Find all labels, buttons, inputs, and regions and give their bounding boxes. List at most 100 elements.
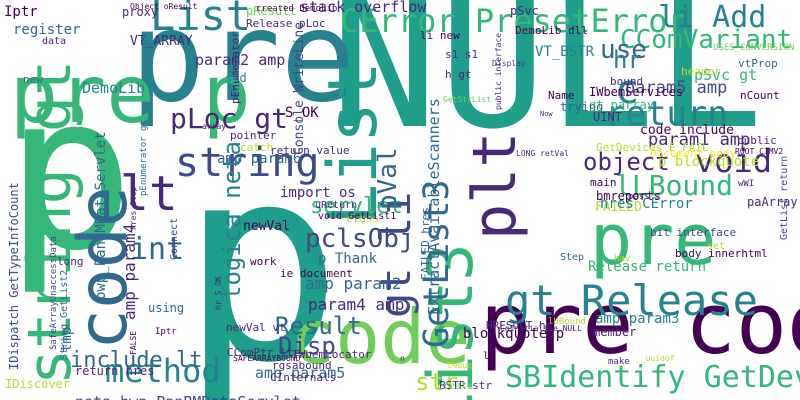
cloud-word-return: return	[605, 94, 728, 134]
cloud-word-use: use	[600, 35, 647, 65]
cloud-word-iptr: Iptr	[155, 327, 177, 337]
cloud-word-hresult-hr: HRESULT hr	[486, 319, 553, 332]
cloud-word-servlet: servlet	[310, 194, 403, 219]
cloud-word-idispatch-gettypeinfocount: IDispatch GetTypeInfoCount	[7, 182, 21, 370]
cloud-word-bit-interface: bit interface	[650, 226, 737, 239]
cloud-word-lubound: lUBound	[548, 317, 586, 327]
cloud-word-using: using	[148, 301, 185, 315]
cloud-word-make: make	[608, 357, 630, 367]
cloud-word-vt-bstr: VT_BSTR	[535, 44, 595, 60]
cloud-word-ie-document: ie document	[280, 267, 353, 280]
cloud-word-vtprop: vtProp	[738, 57, 778, 70]
cloud-word-n: n	[400, 354, 405, 363]
cloud-word-hav: hav	[614, 254, 631, 264]
cloud-word-step: Step	[560, 252, 585, 263]
cloud-word-document-body: Document body	[650, 147, 737, 160]
cloud-word-iwbemservices: IWbemServices	[589, 85, 683, 99]
cloud-word-amp-param4: amp param4	[120, 223, 139, 320]
cloud-word-now: Now	[540, 110, 553, 118]
cloud-word-uuidof: __uuidof	[636, 354, 675, 363]
cloud-word-public: public	[737, 134, 777, 147]
cloud-word-hr: hr	[613, 46, 642, 74]
cloud-word-vt-array: VT_ARRAY	[130, 34, 193, 49]
cloud-word-disp: Disp	[278, 332, 336, 360]
cloud-word-ccomvariant: CComVariant	[620, 25, 793, 55]
cloud-word-public-interface: public interface	[494, 32, 503, 110]
cloud-word-array: array	[202, 122, 227, 131]
cloud-word-body-innerhtml: body innerhtml	[675, 247, 768, 260]
cloud-word-data: data	[42, 36, 67, 47]
cloud-word-ploc-gt: pLoc gt	[170, 102, 289, 135]
cloud-word-safearraybound: SAFEARRAYBOUND	[233, 354, 301, 363]
cloud-word-pre-code: pre code	[480, 275, 800, 374]
cloud-word-safearrayunaccessdata: SafeArrayUnaccessData	[49, 236, 59, 350]
cloud-word-getlist-return: GetList return	[779, 155, 790, 240]
cloud-word-llbound: lLBound	[615, 169, 734, 202]
cloud-word-name: Name	[548, 89, 575, 102]
cloud-word-long-retval: LONG retVal	[516, 149, 569, 158]
cloud-word-member: member	[593, 325, 637, 339]
cloud-word-coinitialize-null: CoInitialize NULL	[500, 324, 582, 333]
cloud-word-amp-param2: amp param2	[305, 274, 402, 293]
cloud-word-console-writeline: Console WriteLine	[292, 21, 307, 155]
cloud-word-ureturn: uReturn	[315, 200, 358, 211]
cloud-word-penumerator-gt: pEnumerator gt	[139, 120, 149, 196]
cloud-word-s-ok: S_OK	[285, 105, 319, 121]
cloud-word-gt-release: gt Release	[505, 276, 758, 325]
cloud-word-c: c	[615, 67, 640, 113]
cloud-word-hres-cerror: hres CError	[600, 196, 693, 212]
cloud-word-code-include: code include	[640, 123, 734, 138]
cloud-word-pre: pre	[130, 0, 356, 130]
cloud-word-string-getlist2: String GetList2	[59, 269, 70, 360]
cloud-word-iwbemlocator: IWbemLocator	[292, 348, 372, 361]
cloud-word-create: create	[437, 381, 474, 392]
cloud-word-li-add: li Add	[658, 0, 767, 35]
cloud-word-trying: trying	[560, 100, 604, 114]
cloud-word-param5-amp: param5 amp	[625, 78, 728, 98]
cloud-word-demolib: DemoLib	[82, 79, 146, 97]
cloud-word-release-ploc: Release pLoc	[246, 17, 326, 30]
cloud-word-ncount: nCount	[740, 89, 780, 102]
cloud-word-lt: lt	[120, 166, 178, 222]
cloud-word-null: NULL	[330, 0, 764, 169]
cloud-word-list: List	[150, 0, 252, 40]
cloud-word-long: long	[57, 255, 84, 268]
cloud-word-root-cimv2: ROOT CIMV2	[735, 147, 784, 156]
cloud-word-newval: newVal	[243, 219, 290, 234]
cloud-word-include-lt: include lt	[70, 348, 203, 373]
cloud-word-bmreports: bmreports	[596, 189, 662, 203]
cloud-word-created-demolib: created DemoLib	[256, 4, 338, 14]
cloud-word-param2-amp: param2 amp	[195, 51, 286, 69]
cloud-word-register: register	[13, 22, 81, 38]
cloud-word-failed: FAILED	[595, 200, 642, 215]
cloud-word-object: object	[583, 148, 670, 176]
cloud-word-class: class	[346, 212, 380, 225]
cloud-word-sbidentify-getdevices: SBIdentify GetDevices	[505, 360, 800, 395]
cloud-word-pre-p: pre p	[10, 48, 251, 141]
cloud-word-pass: pass	[628, 192, 650, 202]
cloud-word-getdevices-e-fail: GetDevices E_FAIL	[596, 141, 709, 154]
cloud-word-rgsabound: rgsabound	[272, 359, 332, 372]
cloud-word-lx: lx	[483, 351, 496, 362]
cloud-word-header: header	[681, 65, 721, 78]
cloud-word-psvc-gt: pSvc gt	[694, 66, 758, 84]
cloud-word-newval-vt: newVal vt	[226, 321, 286, 334]
cloud-word-connect: Connect	[169, 217, 180, 260]
cloud-word-cinternals: CInternals	[270, 371, 337, 384]
cloud-word-s1-s1: s1 s1	[445, 48, 479, 61]
cloud-word-bound: bound	[610, 75, 644, 88]
cloud-word-cerror-preseterror: CError PresetError	[340, 2, 687, 40]
cloud-word-string: string	[175, 140, 320, 186]
cloud-word-amp-param3: amp param3	[595, 311, 680, 327]
cloud-word-param1-amp: param1 amp	[648, 130, 751, 150]
cloud-word-void-getlist1: void GetList1	[318, 211, 397, 222]
cloud-word-penumerator: pEnumerator	[229, 31, 242, 104]
cloud-word-object-oresult: Object oResult	[130, 2, 198, 11]
cloud-word-paarray: paArray	[747, 195, 798, 209]
cloud-word-uses-conversion: USES_CONVERSION	[713, 43, 795, 53]
cloud-word-return-hres: return hres	[75, 364, 155, 378]
cloud-word-demolib-dll: DemoLib dll	[515, 24, 588, 37]
cloud-word-int: int	[130, 232, 185, 267]
cloud-word-main: main	[590, 176, 617, 189]
